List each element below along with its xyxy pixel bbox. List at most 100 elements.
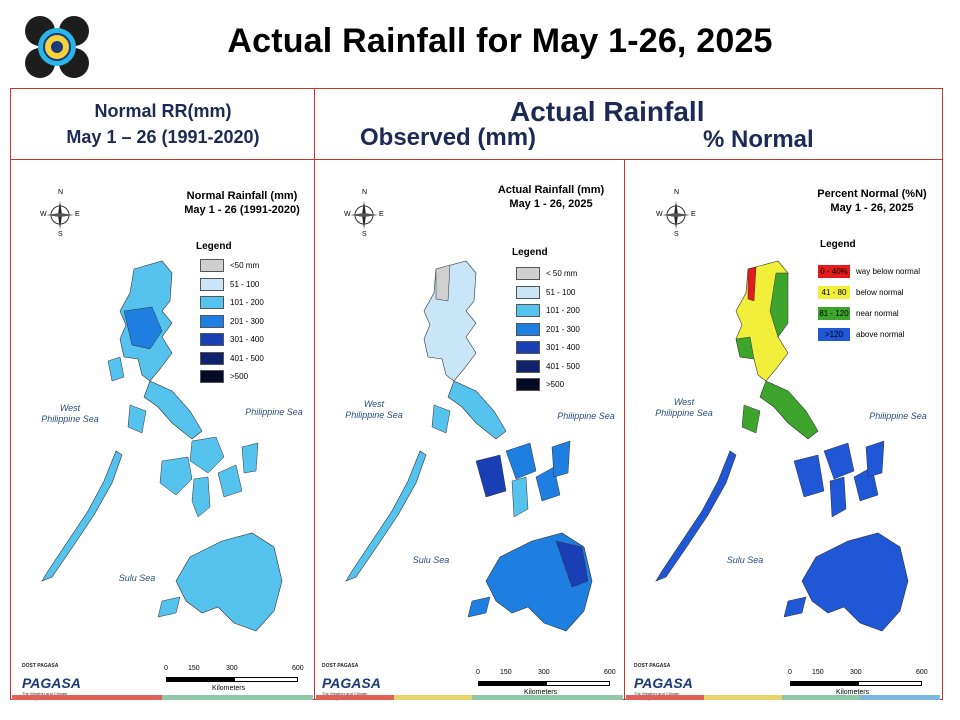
legend-swatch <box>200 296 224 309</box>
legend-swatch: 0 - 40% <box>818 265 850 278</box>
sea-label-line: Philippine Sea <box>345 410 403 420</box>
map-title: Percent Normal (%N) May 1 - 26, 2025 <box>802 187 942 215</box>
color-strip <box>626 695 704 700</box>
compass-e: E <box>691 211 696 218</box>
color-strip <box>704 695 782 700</box>
legend-swatch <box>200 259 224 272</box>
legend-title: Legend <box>820 239 856 250</box>
scale-segment <box>234 677 298 682</box>
actual-map-panel: Actual Rainfall (mm) May 1 - 26, 2025 N … <box>316 161 623 701</box>
normal-header: Normal RR(mm) May 1 – 26 (1991-2020) <box>12 98 314 150</box>
scale-tick: 600 <box>604 669 616 676</box>
divider <box>624 160 625 700</box>
compass-w: W <box>40 211 47 218</box>
scale-tick: 150 <box>188 665 200 672</box>
legend-label: >500 <box>230 372 249 381</box>
compass-e: E <box>75 211 80 218</box>
legend-swatch <box>200 314 224 328</box>
scale-segment <box>546 681 610 686</box>
legend-swatch: 81 - 120 <box>818 307 850 320</box>
legend-swatch <box>516 304 540 317</box>
color-strip <box>860 695 940 700</box>
sea-label-line: Philippine Sea <box>655 408 713 418</box>
footer-logo: DOST PAGASA PAGASA The Weather and Clima… <box>634 663 696 701</box>
compass-icon <box>46 201 74 229</box>
legend-label: 101 - 200 <box>230 298 264 307</box>
map-title: Actual Rainfall (mm) May 1 - 26, 2025 <box>486 183 616 211</box>
compass-n: N <box>362 189 368 196</box>
scale-unit: Kilometers <box>524 689 558 696</box>
legend-swatch <box>516 322 540 336</box>
compass-rose: N S E W <box>344 189 384 238</box>
map-title-line2: May 1 - 26, 2025 <box>830 202 914 214</box>
footer-name: PAGASA <box>22 675 81 691</box>
color-strip <box>472 695 623 700</box>
compass-n: N <box>58 189 64 196</box>
compass-s: S <box>362 231 367 238</box>
legend-title: Legend <box>196 241 232 252</box>
legend-swatch <box>516 285 540 299</box>
actual-header: Actual Rainfall <box>510 96 705 127</box>
scale-tick: 300 <box>538 669 550 676</box>
scale-bar: 0 150 300 600 Kilometers <box>476 669 616 699</box>
percent-normal-map-panel: Percent Normal (%N) May 1 - 26, 2025 N S… <box>626 161 942 701</box>
scale-segment <box>858 681 922 686</box>
legend-swatch: >120 <box>818 328 850 341</box>
sea-label-east: Philippine Sea <box>557 411 615 421</box>
color-strip <box>782 695 860 700</box>
percent-header: % Normal <box>703 126 814 153</box>
sea-label-east: Philippine Sea <box>869 411 927 421</box>
legend-swatch <box>516 359 540 373</box>
sea-label-sulu: Sulu Sea <box>412 555 450 565</box>
legend-swatch <box>200 277 224 291</box>
divider <box>314 88 315 700</box>
sea-label-line: Philippine Sea <box>41 414 99 424</box>
page-title: Actual Rainfall for May 1-26, 2025 <box>227 22 773 60</box>
legend-label: way below normal <box>856 267 921 276</box>
legend-label: near normal <box>856 309 899 318</box>
color-strip <box>394 695 472 700</box>
compass-icon <box>662 201 690 229</box>
color-strip <box>316 695 394 700</box>
legend-label: 51 - 100 <box>546 287 576 297</box>
scale-tick: 600 <box>292 665 304 672</box>
sea-label-line: West <box>59 403 81 413</box>
scale-tick: 150 <box>500 669 512 676</box>
legend-swatch <box>200 351 224 365</box>
scale-tick: 300 <box>850 669 862 676</box>
divider <box>10 159 943 160</box>
compass-w: W <box>344 211 351 218</box>
legend-label: 301 - 400 <box>230 335 264 344</box>
legend-label: >500 <box>546 380 565 389</box>
scale-tick: 0 <box>476 669 480 676</box>
scale-tick: 0 <box>788 669 792 676</box>
legend-label: 101 - 200 <box>546 306 580 315</box>
map-title-line1: Normal Rainfall (mm) <box>186 190 298 202</box>
scale-bar: 0 150 300 600 Kilometers <box>164 665 304 695</box>
scale-unit: Kilometers <box>212 685 246 692</box>
pagasa-logo <box>25 16 89 78</box>
footer-dost: DOST PAGASA <box>634 663 671 669</box>
map-title-line2: May 1 - 26, 2025 <box>509 198 593 210</box>
legend-label: below normal <box>856 288 904 297</box>
map-title-line1: Actual Rainfall (mm) <box>497 184 605 196</box>
footer-logo: DOST PAGASA PAGASA The Weather and Clima… <box>322 663 384 701</box>
legend-label: 401 - 500 <box>546 361 580 371</box>
color-strip <box>12 695 162 700</box>
scale-tick: 300 <box>226 665 238 672</box>
scale-tick: 150 <box>812 669 824 676</box>
legend-swatch <box>516 267 540 280</box>
footer-dost: DOST PAGASA <box>22 663 59 669</box>
normal-header-line1: Normal RR(mm) <box>94 101 232 121</box>
legend-label: 201 - 300 <box>546 324 580 334</box>
color-strip <box>162 695 313 700</box>
map-title-line2: May 1 - 26 (1991-2020) <box>184 204 300 216</box>
compass-icon <box>350 201 378 229</box>
legend-swatch: 41 - 80 <box>818 286 850 299</box>
legend-label: 51 - 100 <box>230 279 260 289</box>
scale-unit: Kilometers <box>836 689 870 696</box>
scale-bar: 0 150 300 600 Kilometers <box>788 669 928 699</box>
legend-label: above normal <box>856 330 905 339</box>
scale-segment <box>790 681 858 686</box>
legend-label: 301 - 400 <box>546 343 580 352</box>
